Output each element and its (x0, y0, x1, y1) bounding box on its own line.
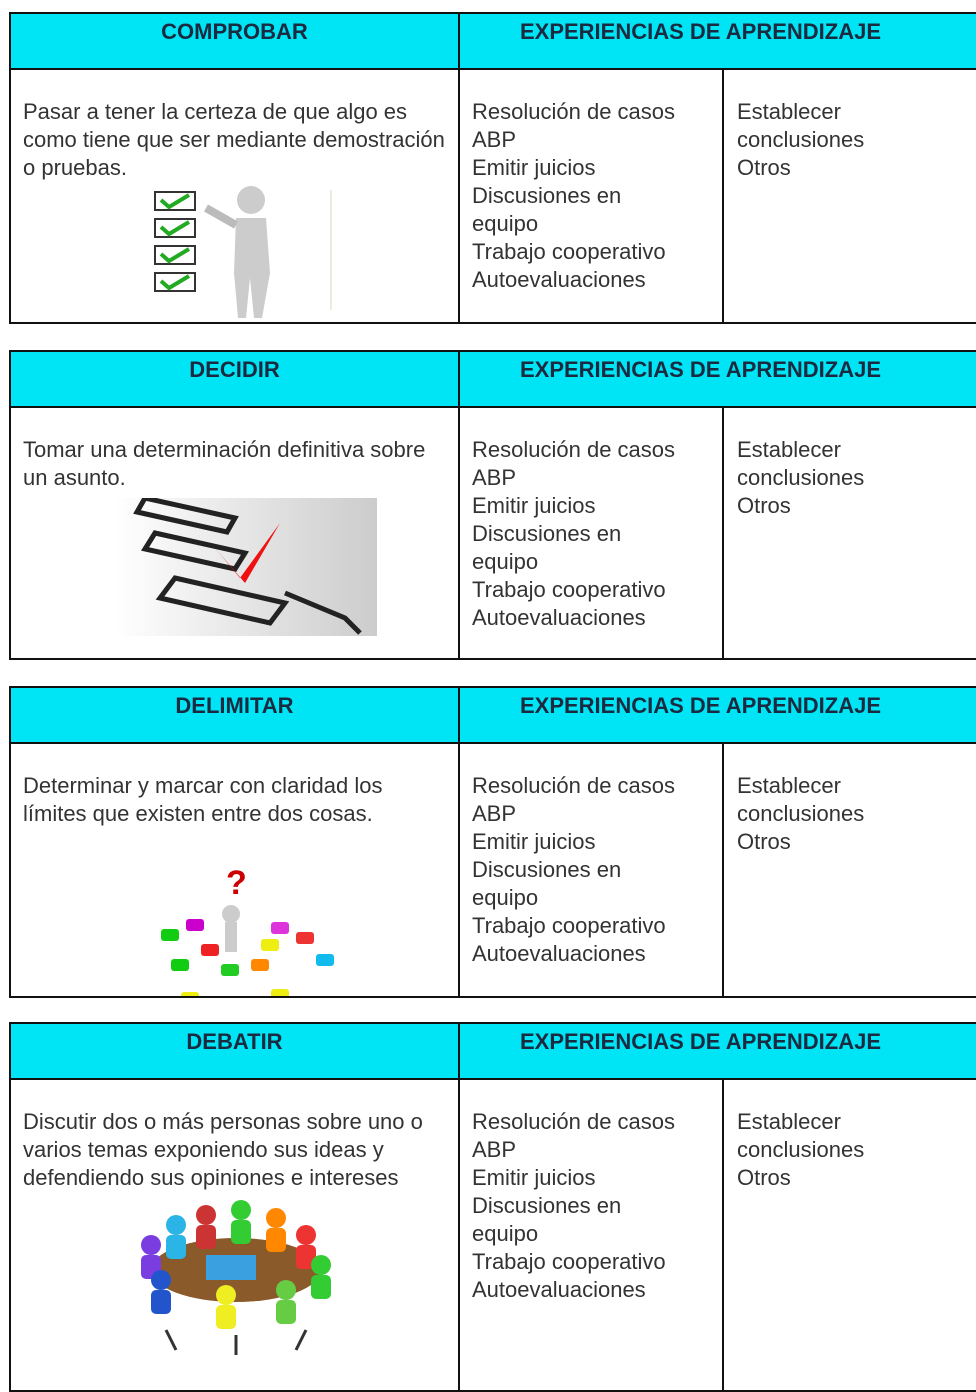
experience: ABP (472, 127, 517, 152)
section-table: DEBATIR EXPERIENCIAS DE APRENDIZAJE Discut… (9, 1022, 976, 1392)
section-table: DELIMITAR EXPERIENCIAS DE APRENDIZAJE Dete… (9, 686, 976, 998)
experience: Trabajo cooperativo (472, 577, 666, 602)
section-title: COMPROBAR (11, 14, 458, 70)
experience: Establecer (737, 773, 841, 798)
description-cell: Tomar una determinación definitiva sobre… (11, 408, 458, 658)
experience: Discusiones en (472, 521, 622, 546)
experience: Otros (737, 155, 791, 180)
experience: Otros (737, 1165, 791, 1190)
experience: equipo (472, 885, 539, 910)
experience: Trabajo cooperativo (472, 913, 666, 938)
illustration (126, 1200, 366, 1367)
experience: Autoevaluaciones (472, 941, 646, 966)
experience: Resolución de casos (472, 99, 676, 124)
experience: equipo (472, 1221, 539, 1246)
experience: conclusiones (737, 127, 865, 152)
section-header: EXPERIENCIAS DE APRENDIZAJE (458, 14, 976, 70)
section-header: EXPERIENCIAS DE APRENDIZAJE (458, 1024, 976, 1080)
section-table: DECIDIR EXPERIENCIAS DE APRENDIZAJE Tomar … (9, 350, 976, 660)
experiences-cell: Resolución de casos ABP Emitir juicios Disc… (458, 408, 723, 658)
description-cell: Determinar y marcar con claridad los lím… (11, 744, 458, 996)
description: Discutir dos o más personas sobre uno o … (23, 1109, 423, 1190)
section-title: DELIMITAR (11, 688, 458, 744)
description: Tomar una determinación definitiva sobre… (23, 437, 426, 490)
more-cell: Establecer conclusiones Otros (722, 408, 976, 658)
experience: Discusiones en (472, 1193, 622, 1218)
experience: ABP (472, 1137, 517, 1162)
experience: Emitir juicios (472, 493, 596, 518)
more-cell: Establecer conclusiones Otros (722, 70, 976, 322)
section-header: EXPERIENCIAS DE APRENDIZAJE (458, 352, 976, 408)
section-title: DECIDIR (11, 352, 458, 408)
illustration (151, 180, 351, 322)
experience: equipo (472, 549, 539, 574)
experience: Emitir juicios (472, 1165, 596, 1190)
experience: equipo (472, 211, 539, 236)
experience: Discusiones en (472, 183, 622, 208)
description: Determinar y marcar con claridad los lím… (23, 773, 383, 826)
experience: Resolución de casos (472, 1109, 676, 1134)
experience: Trabajo cooperativo (472, 1249, 666, 1274)
experience: ABP (472, 801, 517, 826)
section-title: DEBATIR (11, 1024, 458, 1080)
experience: Resolución de casos (472, 437, 676, 462)
experiences-cell: Resolución de casos ABP Emitir juicios Disc… (458, 1080, 723, 1390)
experience: Resolución de casos (472, 773, 676, 798)
experience: Discusiones en (472, 857, 622, 882)
icon: ? (226, 864, 247, 902)
experiences-cell: Resolución de casos ABP Emitir juicios Disc… (458, 70, 723, 322)
section-table: COMPROBAR EXPERIENCIAS DE APRENDIZAJE Pasa… (9, 12, 976, 324)
description-cell: Discutir dos o más personas sobre uno o … (11, 1080, 458, 1390)
experience: Otros (737, 829, 791, 854)
experience: Autoevaluaciones (472, 267, 646, 292)
more-cell: Establecer conclusiones Otros (722, 744, 976, 996)
experience: Otros (737, 493, 791, 518)
experience: Autoevaluaciones (472, 605, 646, 630)
experiences-cell: Resolución de casos ABP Emitir juicios Disc… (458, 744, 723, 996)
experience: ABP (472, 465, 517, 490)
experience: Establecer (737, 99, 841, 124)
experience: Emitir juicios (472, 155, 596, 180)
experience: Establecer (737, 1109, 841, 1134)
experience: conclusiones (737, 465, 865, 490)
section-header: EXPERIENCIAS DE APRENDIZAJE (458, 688, 976, 744)
experience: Trabajo cooperativo (472, 239, 666, 264)
description-cell: Pasar a tener la certeza de que algo es … (11, 70, 458, 322)
experience: Establecer (737, 437, 841, 462)
description: Pasar a tener la certeza de que algo es … (23, 99, 445, 180)
more-cell: Establecer conclusiones Otros (722, 1080, 976, 1390)
experience: Autoevaluaciones (472, 1277, 646, 1302)
experience: Emitir juicios (472, 829, 596, 854)
illustration (115, 495, 377, 643)
experience: conclusiones (737, 801, 865, 826)
experience: conclusiones (737, 1137, 865, 1162)
illustration: ? (131, 864, 341, 996)
